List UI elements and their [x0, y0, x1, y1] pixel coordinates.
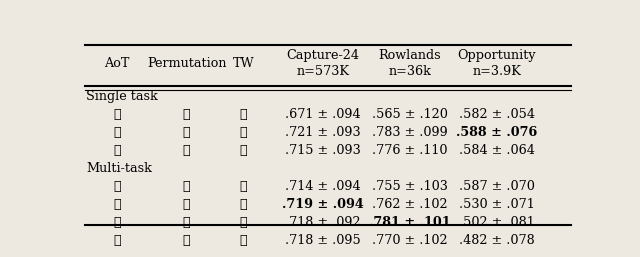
- Text: AoT: AoT: [104, 57, 130, 70]
- Text: .781 ± .101: .781 ± .101: [369, 216, 451, 229]
- Text: ✗: ✗: [183, 198, 191, 211]
- Text: ✗: ✗: [183, 144, 191, 157]
- Text: .584 ± .064: .584 ± .064: [459, 144, 534, 157]
- Text: Capture-24: Capture-24: [287, 49, 360, 62]
- Text: ✗: ✗: [183, 108, 191, 121]
- Text: ✗: ✗: [113, 144, 121, 157]
- Text: ✓: ✓: [183, 234, 191, 247]
- Text: .714 ± .094: .714 ± .094: [285, 180, 361, 193]
- Text: ✗: ✗: [240, 126, 248, 139]
- Text: n=36k: n=36k: [388, 65, 431, 78]
- Text: ✓: ✓: [240, 198, 248, 211]
- Text: .482 ± .078: .482 ± .078: [459, 234, 534, 247]
- Text: .718 ± .092: .718 ± .092: [285, 216, 361, 229]
- Text: ✓: ✓: [113, 198, 121, 211]
- Text: ✓: ✓: [240, 234, 248, 247]
- Text: .718 ± .095: .718 ± .095: [285, 234, 361, 247]
- Text: Permutation: Permutation: [147, 57, 227, 70]
- Text: .776 ± .110: .776 ± .110: [372, 144, 447, 157]
- Text: Multi-task: Multi-task: [86, 162, 152, 175]
- Text: .671 ± .094: .671 ± .094: [285, 108, 361, 121]
- Text: .582 ± .054: .582 ± .054: [459, 108, 534, 121]
- Text: .770 ± .102: .770 ± .102: [372, 234, 447, 247]
- Text: n=573K: n=573K: [296, 65, 349, 78]
- Text: ✓: ✓: [113, 108, 121, 121]
- Text: .721 ± .093: .721 ± .093: [285, 126, 361, 139]
- Text: .755 ± .103: .755 ± .103: [372, 180, 448, 193]
- Text: ✓: ✓: [113, 234, 121, 247]
- Text: ✓: ✓: [113, 216, 121, 229]
- Text: ✓: ✓: [240, 180, 248, 193]
- Text: .762 ± .102: .762 ± .102: [372, 198, 447, 211]
- Text: ✗: ✗: [113, 126, 121, 139]
- Text: .530 ± .071: .530 ± .071: [459, 198, 534, 211]
- Text: Rowlands: Rowlands: [378, 49, 441, 62]
- Text: .715 ± .093: .715 ± .093: [285, 144, 361, 157]
- Text: ✓: ✓: [183, 126, 191, 139]
- Text: n=3.9K: n=3.9K: [472, 65, 521, 78]
- Text: ✗: ✗: [240, 108, 248, 121]
- Text: .587 ± .070: .587 ± .070: [459, 180, 534, 193]
- Text: ✓: ✓: [183, 216, 191, 229]
- Text: .719 ± .094: .719 ± .094: [282, 198, 364, 211]
- Text: TW: TW: [233, 57, 255, 70]
- Text: .783 ± .099: .783 ± .099: [372, 126, 448, 139]
- Text: ✓: ✓: [240, 144, 248, 157]
- Text: ✗: ✗: [113, 180, 121, 193]
- Text: .588 ± .076: .588 ± .076: [456, 126, 537, 139]
- Text: ✗: ✗: [240, 216, 248, 229]
- Text: Single task: Single task: [86, 90, 157, 103]
- Text: ✓: ✓: [183, 180, 191, 193]
- Text: .502 ± .081: .502 ± .081: [459, 216, 534, 229]
- Text: .565 ± .120: .565 ± .120: [372, 108, 448, 121]
- Text: Opportunity: Opportunity: [458, 49, 536, 62]
